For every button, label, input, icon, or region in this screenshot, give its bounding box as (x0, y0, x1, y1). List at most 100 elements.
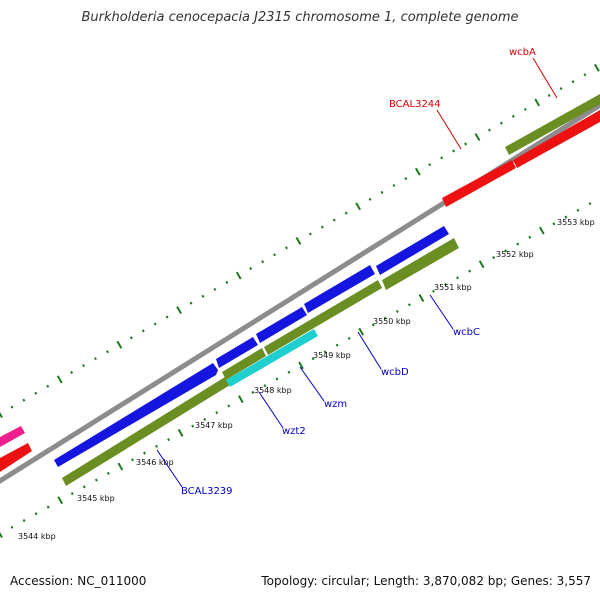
scale-tick (165, 315, 169, 319)
scale-tick (383, 316, 387, 320)
scale-tick (176, 306, 182, 315)
scale-tick (538, 226, 545, 235)
tick-label: 3546 kbp (136, 458, 174, 467)
scale-tick (0, 531, 3, 538)
gene-label-wcbd[interactable]: wcbD (381, 367, 409, 378)
scale-tick (428, 163, 432, 167)
gene-wcba[interactable] (513, 110, 600, 168)
scale-tick (414, 167, 421, 176)
accession-text: Accession: NC_011000 (10, 574, 147, 588)
gene-wcbd[interactable] (382, 238, 459, 290)
scale-tick (215, 411, 219, 415)
scale-tick (213, 287, 217, 291)
scale-tick (395, 309, 399, 314)
scale-tick (464, 142, 468, 146)
scale-tick (588, 202, 592, 206)
scale-tick (167, 438, 171, 442)
scale-tick (583, 73, 587, 77)
scale-tick (249, 267, 253, 271)
scale-tick (444, 282, 447, 287)
scale-tick (564, 215, 568, 219)
leader-wcba (532, 57, 558, 99)
gene-wzm[interactable] (264, 280, 382, 355)
gene-label-leaders (156, 57, 558, 488)
gene-wzm-forward[interactable] (256, 307, 307, 343)
gene-label-bcal3239[interactable]: BCAL3239 (181, 486, 233, 497)
gene-bcal3239[interactable] (62, 377, 230, 486)
gene-label-bcal3244[interactable]: BCAL3244 (389, 99, 441, 110)
scale-tick (227, 404, 231, 408)
scale-tick (593, 63, 600, 72)
gene-wzt2-cyan[interactable] (226, 329, 318, 387)
scale-tick (311, 357, 315, 361)
gene-label-wzm[interactable]: wzm (324, 399, 347, 410)
scale-tick (547, 93, 551, 98)
gene-left-red[interactable] (0, 443, 32, 472)
scale-tick (94, 357, 97, 361)
gene-left-pink[interactable] (0, 426, 25, 447)
scale-tick (432, 289, 435, 293)
gene-label-wcbc[interactable]: wcbC (453, 327, 480, 338)
scale-tick (116, 340, 123, 349)
gene-wcbc-forward[interactable] (376, 226, 449, 275)
scale-tick (492, 256, 496, 260)
tick-label: 3548 kbp (254, 386, 292, 395)
scale-tick (130, 458, 134, 462)
scale-tick (474, 133, 481, 142)
scale-tick (94, 478, 98, 482)
scale-tick (552, 222, 556, 226)
scale-tick (323, 350, 327, 354)
tick-label: 3551 kbp (434, 283, 472, 292)
scale-tick (57, 496, 64, 505)
gene-wcbd-forward[interactable] (304, 265, 375, 313)
scale-tick (392, 183, 396, 188)
scale-tick (105, 350, 109, 354)
scale-tick (129, 336, 133, 340)
scale-tick (528, 235, 532, 239)
leader-wcbc (429, 294, 454, 330)
scale-tick (320, 225, 324, 229)
scale-tick (487, 128, 491, 132)
gene-label-wzt2[interactable]: wzt2 (282, 426, 306, 437)
scale-tick (308, 232, 312, 236)
gene-wcba-olive[interactable] (505, 94, 600, 155)
scale-tick (263, 384, 267, 388)
scale-tick (237, 395, 244, 404)
scale-tick (225, 280, 229, 284)
scale-tick (141, 329, 145, 333)
scale-tick (155, 444, 158, 448)
gene-label-wcba[interactable]: wcbA (509, 47, 536, 58)
map-title: Burkholderia cenocepacia J2315 chromosom… (81, 10, 519, 25)
tick-label: 3553 kbp (557, 218, 595, 227)
scale-tick (523, 107, 527, 111)
tick-label: 3550 kbp (373, 317, 411, 326)
tick-label: 3544 kbp (18, 532, 56, 541)
gene-bcal3239-forward[interactable] (54, 363, 218, 467)
leader-bcal3239 (156, 449, 183, 488)
scale-tick (571, 80, 575, 84)
tick-label: 3545 kbp (77, 494, 115, 503)
scale-tick (452, 149, 456, 153)
scale-tick (499, 121, 503, 125)
scale-tick (285, 246, 288, 250)
gene-bcal3244[interactable] (442, 160, 516, 207)
gene-wzt2[interactable] (222, 348, 266, 380)
scale-tick (82, 363, 86, 368)
scale-tick (273, 253, 277, 257)
scale-tick (10, 405, 14, 409)
scale-tick (504, 249, 508, 253)
tick-label: 3549 kbp (313, 351, 351, 360)
tick-labels: 3544 kbp 3545 kbp 3546 kbp 3547 kbp 3548… (18, 218, 595, 541)
scale-tick (511, 114, 515, 118)
leader-bcal3244 (436, 109, 462, 150)
scale-tick (347, 336, 351, 340)
scale-tick (56, 375, 63, 384)
gene-labels: BCAL3239 wzt2 wzm wcbD wcbC BCAL3244 wcb… (181, 47, 536, 497)
gene-wzt2-forward[interactable] (216, 337, 258, 368)
scale-tick (106, 471, 110, 475)
scale-tick (371, 323, 375, 327)
scale-tick (201, 294, 205, 298)
scale-tick (70, 370, 74, 374)
scale-tick (332, 218, 336, 222)
